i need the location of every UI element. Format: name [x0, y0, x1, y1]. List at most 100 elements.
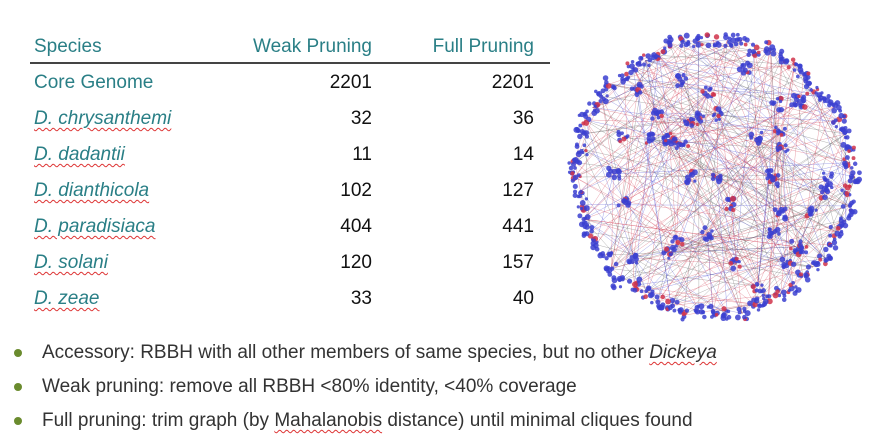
network-node: [589, 228, 594, 234]
network-node: [843, 164, 849, 170]
network-edge: [669, 106, 835, 140]
network-edge: [655, 112, 770, 176]
network-node: [636, 81, 643, 88]
network-edge: [717, 114, 781, 295]
full-cell: 127: [502, 180, 534, 201]
network-edge: [811, 88, 851, 163]
network-edge: [755, 137, 850, 207]
network-edge: [595, 173, 614, 245]
network-node: [777, 232, 781, 236]
network-node: [772, 207, 778, 213]
network-node: [802, 104, 808, 110]
network-node: [842, 114, 847, 119]
network-edge: [574, 80, 683, 163]
network-edge: [658, 55, 671, 139]
network-edge: [609, 83, 758, 287]
network-edge: [780, 64, 795, 133]
network-node: [712, 43, 717, 48]
species-cell: D. paradisiaca: [34, 216, 156, 237]
network-edge: [633, 191, 826, 259]
network-edge: [601, 95, 846, 135]
network-node: [584, 134, 590, 139]
network-edge: [671, 266, 814, 306]
network-node: [774, 181, 780, 187]
network-node: [606, 251, 613, 258]
network-edge: [632, 66, 758, 287]
network-node: [760, 290, 764, 294]
network-node: [674, 299, 680, 305]
network-edge: [706, 233, 714, 312]
network-node: [659, 113, 664, 119]
network-node: [568, 165, 574, 171]
network-node: [718, 176, 723, 181]
network-edge: [611, 60, 646, 269]
bullet-text: Full pruning: trim graph (by Mahalanobis…: [42, 410, 693, 431]
network-edge: [697, 118, 826, 193]
network-edge: [645, 60, 745, 70]
network-node: [622, 198, 629, 205]
network-edge: [592, 107, 718, 180]
network-node: [817, 253, 823, 259]
network-edge: [825, 191, 837, 232]
network-edge: [683, 40, 846, 192]
network-edge: [623, 101, 799, 202]
network-node: [660, 49, 666, 55]
network-edge: [783, 106, 835, 150]
network-edge: [712, 40, 743, 314]
network-node: [630, 259, 635, 265]
network-node: [683, 76, 689, 81]
network-node: [645, 53, 651, 59]
network-node: [679, 43, 684, 48]
network-node: [795, 63, 799, 67]
network-edge: [632, 66, 846, 192]
network-edge: [623, 40, 685, 202]
network-edge: [754, 131, 781, 305]
network-node: [675, 83, 680, 89]
network-node: [838, 108, 843, 113]
network-edge: [634, 233, 708, 286]
network-edge: [611, 148, 784, 269]
network-node: [686, 144, 691, 149]
network-edge: [683, 40, 824, 97]
network-edge: [583, 218, 797, 248]
network-node: [578, 123, 583, 128]
network-node: [576, 150, 581, 155]
network-node: [808, 205, 815, 212]
network-edge: [801, 96, 824, 251]
network-edge: [583, 218, 658, 303]
weak-cell: 120: [340, 252, 372, 273]
network-edge: [772, 64, 795, 181]
network-edge: [683, 40, 691, 123]
network-node: [657, 57, 661, 61]
network-node: [583, 231, 588, 236]
network-edge: [707, 233, 788, 265]
network-node: [779, 48, 785, 54]
network-node: [713, 34, 720, 40]
network-node: [847, 178, 853, 184]
network-edge: [717, 178, 826, 193]
network-edge: [609, 83, 728, 315]
network-node: [799, 272, 804, 277]
network-edge: [669, 133, 846, 254]
network-edge: [812, 133, 846, 212]
bullet-text: Weak pruning: remove all RBBH <80% ident…: [42, 376, 577, 397]
network-node: [695, 41, 702, 48]
network-edge: [583, 138, 670, 220]
network-node: [729, 195, 736, 202]
network-edge: [770, 47, 798, 102]
network-node: [689, 123, 695, 128]
network-node: [594, 89, 598, 94]
network-edge: [581, 104, 776, 135]
network-node: [620, 277, 625, 282]
network-edge: [697, 41, 699, 119]
network-edge: [712, 39, 804, 77]
network-node: [756, 308, 761, 312]
network-node: [643, 294, 648, 300]
table-row: D. solani 120 157: [30, 244, 550, 280]
network-edge: [633, 140, 653, 258]
network-edge: [671, 180, 773, 306]
network-edge: [581, 118, 698, 135]
network-node: [825, 178, 830, 183]
network-node: [727, 40, 732, 45]
network-node: [620, 77, 625, 82]
